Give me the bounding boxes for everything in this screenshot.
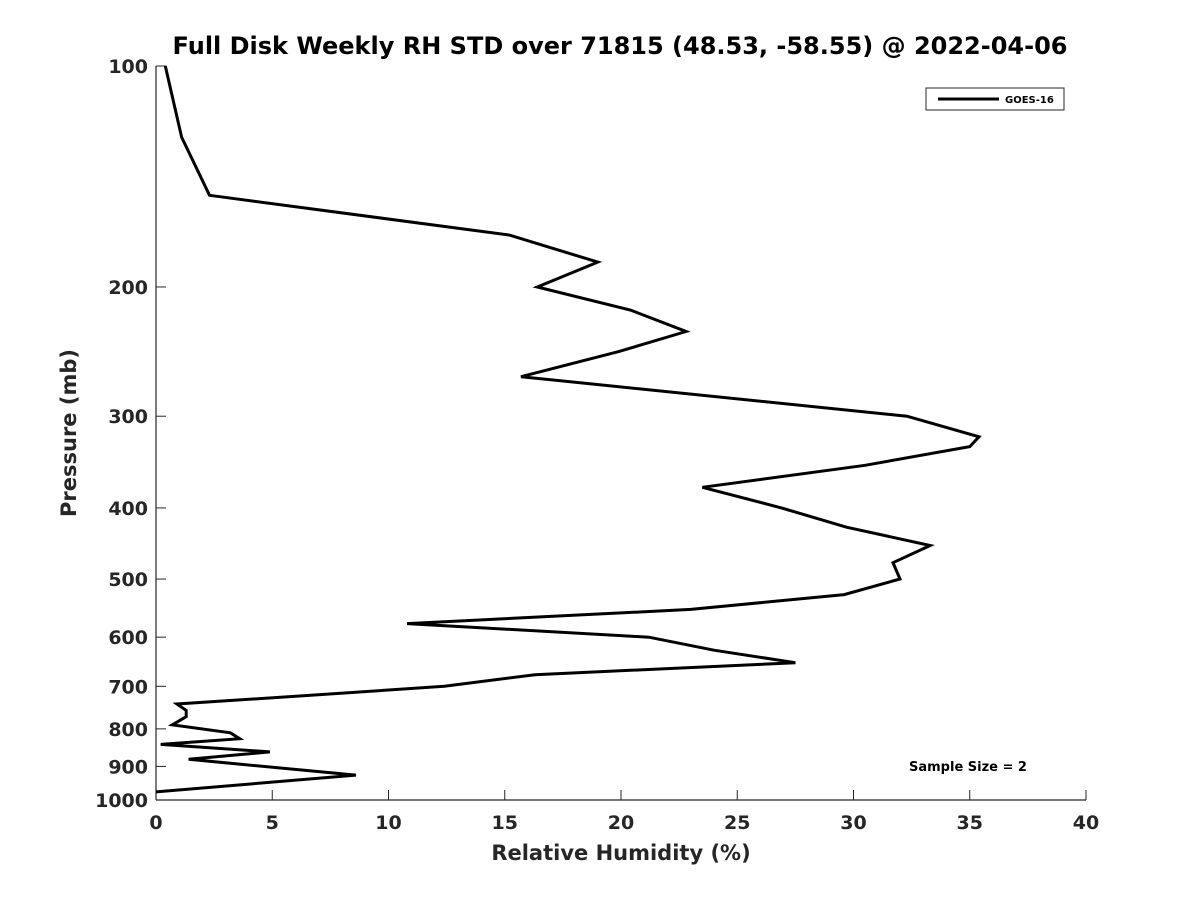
y-tick-label: 1000: [95, 790, 148, 812]
x-tick-label: 40: [1073, 812, 1099, 834]
x-tick-label: 25: [724, 812, 750, 834]
x-tick-label: 10: [375, 812, 401, 834]
x-tick-label: 30: [840, 812, 866, 834]
y-tick-label: 800: [108, 719, 148, 741]
y-tick-label: 500: [108, 569, 148, 591]
x-tick-label: 35: [957, 812, 983, 834]
legend: GOES-16: [925, 87, 1065, 111]
series-layer: [155, 65, 982, 794]
y-tick-label: 700: [108, 676, 148, 698]
y-tick-label: 900: [108, 756, 148, 778]
legend-label-goes-16: GOES-16: [1005, 95, 1054, 106]
y-tick-label: 200: [108, 277, 148, 299]
y-tick-label: 400: [108, 498, 148, 520]
plot-axes: [155, 66, 1086, 801]
y-tick-label: 100: [108, 56, 148, 78]
y-axis-label: Pressure (mb): [57, 349, 81, 517]
y-tick-label: 600: [108, 627, 148, 649]
series-line-goes-16: [155, 65, 982, 794]
x-tick-label: 20: [608, 812, 634, 834]
x-tick-label: 5: [266, 812, 279, 834]
x-tick-label: 15: [492, 812, 518, 834]
chart-title: Full Disk Weekly RH STD over 71815 (48.5…: [173, 32, 1068, 60]
sample-size-annotation: Sample Size = 2: [909, 760, 1027, 775]
x-tick-label: 0: [149, 812, 162, 834]
y-tick-label: 300: [108, 406, 148, 428]
x-axis-ticks: 0 5 10 15 20 25 30 35 40: [149, 790, 1099, 834]
x-axis-label: Relative Humidity (%): [491, 841, 750, 865]
y-axis-ticks: 100 200 300 400 500 600 700 800 900 1000: [95, 56, 166, 812]
